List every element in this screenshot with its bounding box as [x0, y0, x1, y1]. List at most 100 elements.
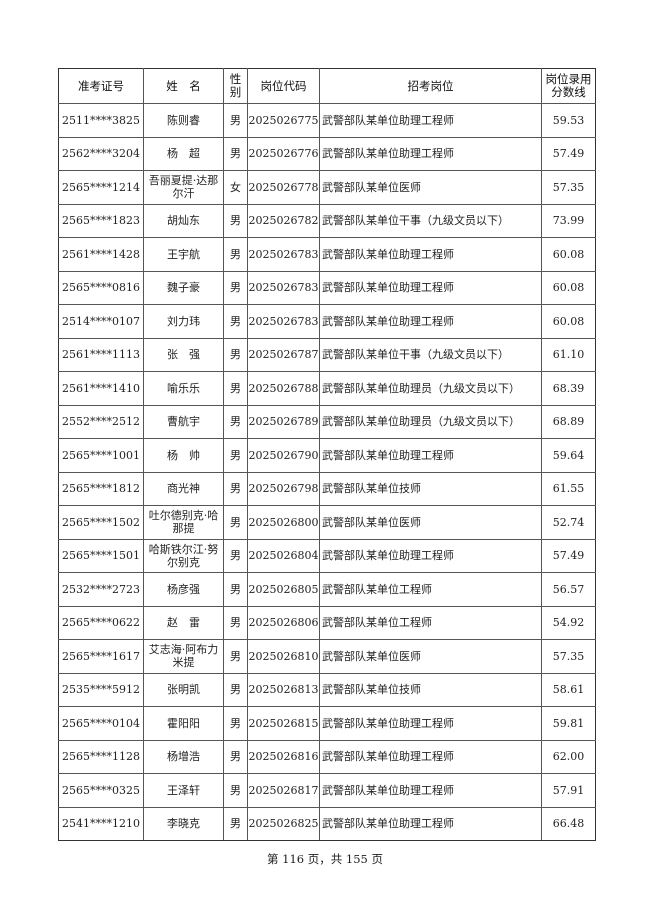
cell-cutoff-score: 68.39: [541, 371, 596, 406]
table-row: 2565****1823 胡灿东男 2025026782 武警部队某单位干事（九级文员…: [58, 203, 596, 238]
cell-post-code: 2025026810: [247, 639, 320, 674]
cell-post: 武警部队某单位助理员（九级文员以下）: [319, 371, 542, 406]
cell-name: 杨增浩: [143, 739, 224, 774]
cell-post: 武警部队某单位助理工程师: [319, 438, 542, 473]
cell-exam-id: 2565****1214: [58, 170, 144, 205]
cell-post: 武警部队某单位助理工程师: [319, 270, 542, 305]
cell-post: 武警部队某单位干事（九级文员以下）: [319, 203, 542, 238]
cell-post-code: 2025026775: [247, 103, 320, 138]
cell-post: 武警部队某单位技师: [319, 672, 542, 707]
cell-post-code: 2025026783: [247, 304, 320, 339]
table-row: 2514****0107 刘力玮男 2025026783 武警部队某单位助理工程师 60…: [58, 304, 596, 339]
cell-post: 武警部队某单位技师: [319, 471, 542, 506]
cell-exam-id: 2565****1812: [58, 471, 144, 506]
cell-gender: 男: [223, 237, 248, 272]
cell-gender: 男: [223, 371, 248, 406]
cell-post-code: 2025026789: [247, 404, 320, 439]
results-table: 准考证号 姓 名 性别 岗位代码 招考岗位 岗位录用分数线 2511****38…: [58, 68, 596, 841]
cell-cutoff-score: 58.61: [541, 672, 596, 707]
cell-post: 武警部队某单位助理工程师: [319, 739, 542, 774]
cell-cutoff-score: 59.53: [541, 103, 596, 138]
cell-exam-id: 2565****1823: [58, 203, 144, 238]
cell-cutoff-score: 57.91: [541, 773, 596, 808]
cell-name: 吐尔德别克·哈那提: [143, 505, 224, 540]
cell-gender: 男: [223, 438, 248, 473]
table-row: 2561****1428 王宇航男 2025026783 武警部队某单位助理工程师 60…: [58, 237, 596, 272]
cell-gender: 男: [223, 639, 248, 674]
cell-name: 魏子豪: [143, 270, 224, 305]
cell-name: 张明凯: [143, 672, 224, 707]
cell-exam-id: 2565****0816: [58, 270, 144, 305]
header-name: 姓 名: [143, 68, 224, 104]
cell-gender: 男: [223, 605, 248, 640]
header-post-code: 岗位代码: [247, 68, 320, 104]
cell-post-code: 2025026783: [247, 270, 320, 305]
cell-exam-id: 2565****0104: [58, 706, 144, 741]
cell-exam-id: 2514****0107: [58, 304, 144, 339]
table-row: 2565****1502 吐尔德别克·哈那提男 2025026800 武警部队某单位医…: [58, 505, 596, 540]
cell-post-code: 2025026815: [247, 706, 320, 741]
header-gender: 性别: [223, 68, 248, 104]
cell-exam-id: 2565****0622: [58, 605, 144, 640]
cell-gender: 男: [223, 538, 248, 573]
cell-post-code: 2025026783: [247, 237, 320, 272]
cell-gender: 男: [223, 337, 248, 372]
cell-post: 武警部队某单位助理工程师: [319, 538, 542, 573]
cell-post-code: 2025026806: [247, 605, 320, 640]
header-exam-id: 准考证号: [58, 68, 144, 104]
table-row: 2565****1501 哈斯铁尔江·努尔别克男 2025026804 武警部队某单位…: [58, 538, 596, 573]
cell-exam-id: 2561****1113: [58, 337, 144, 372]
table-row: 2561****1113 张 强男 2025026787 武警部队某单位干事（九级文员…: [58, 337, 596, 372]
cell-gender: 男: [223, 103, 248, 138]
table-row: 2565****1617 艾志海·阿布力米提男 2025026810 武警部队某单位医…: [58, 639, 596, 674]
cell-cutoff-score: 62.00: [541, 739, 596, 774]
cell-name: 曹航宇: [143, 404, 224, 439]
cell-name: 王泽轩: [143, 773, 224, 808]
cell-post-code: 2025026813: [247, 672, 320, 707]
cell-post: 武警部队某单位助理工程师: [319, 706, 542, 741]
cell-gender: 女: [223, 170, 248, 205]
cell-cutoff-score: 61.10: [541, 337, 596, 372]
table-row: 2565****1214 吾丽夏提·达那尔汗女 2025026778 武警部队某单位医…: [58, 170, 596, 205]
cell-name: 张 强: [143, 337, 224, 372]
cell-post-code: 2025026782: [247, 203, 320, 238]
cell-exam-id: 2565****1501: [58, 538, 144, 573]
cell-exam-id: 2552****2512: [58, 404, 144, 439]
cell-exam-id: 2561****1410: [58, 371, 144, 406]
cell-name: 胡灿东: [143, 203, 224, 238]
cell-cutoff-score: 57.35: [541, 639, 596, 674]
cell-post-code: 2025026817: [247, 773, 320, 808]
cell-name: 杨 超: [143, 136, 224, 171]
cell-gender: 男: [223, 572, 248, 607]
cell-exam-id: 2565****1502: [58, 505, 144, 540]
cell-post: 武警部队某单位助理工程师: [319, 136, 542, 171]
cell-cutoff-score: 60.08: [541, 237, 596, 272]
cell-post: 武警部队某单位助理工程师: [319, 237, 542, 272]
cell-post: 武警部队某单位工程师: [319, 605, 542, 640]
cell-cutoff-score: 57.35: [541, 170, 596, 205]
cell-cutoff-score: 68.89: [541, 404, 596, 439]
cell-post-code: 2025026800: [247, 505, 320, 540]
cell-gender: 男: [223, 806, 248, 841]
table-row: 2565****0325 王泽轩男 2025026817 武警部队某单位助理工程师 57…: [58, 773, 596, 808]
table-row: 2565****1001 杨 帅男 2025026790 武警部队某单位助理工程师 59…: [58, 438, 596, 473]
cell-post: 武警部队某单位助理员（九级文员以下）: [319, 404, 542, 439]
cell-post: 武警部队某单位医师: [319, 505, 542, 540]
cell-post-code: 2025026787: [247, 337, 320, 372]
cell-post: 武警部队某单位干事（九级文员以下）: [319, 337, 542, 372]
cell-exam-id: 2561****1428: [58, 237, 144, 272]
cell-name: 商光神: [143, 471, 224, 506]
cell-cutoff-score: 60.08: [541, 270, 596, 305]
cell-post-code: 2025026816: [247, 739, 320, 774]
table-row: 2561****1410 喻乐乐男 2025026788 武警部队某单位助理员（九级文…: [58, 371, 596, 406]
cell-post: 武警部队某单位助理工程师: [319, 806, 542, 841]
cell-cutoff-score: 73.99: [541, 203, 596, 238]
table-row: 2562****3204 杨 超男 2025026776 武警部队某单位助理工程师 57…: [58, 136, 596, 171]
cell-gender: 男: [223, 404, 248, 439]
cell-cutoff-score: 56.57: [541, 572, 596, 607]
cell-exam-id: 2562****3204: [58, 136, 144, 171]
cell-post: 武警部队某单位医师: [319, 639, 542, 674]
header-row: 准考证号 姓 名 性别 岗位代码 招考岗位 岗位录用分数线: [58, 68, 596, 104]
cell-cutoff-score: 66.48: [541, 806, 596, 841]
cell-exam-id: 2565****1001: [58, 438, 144, 473]
